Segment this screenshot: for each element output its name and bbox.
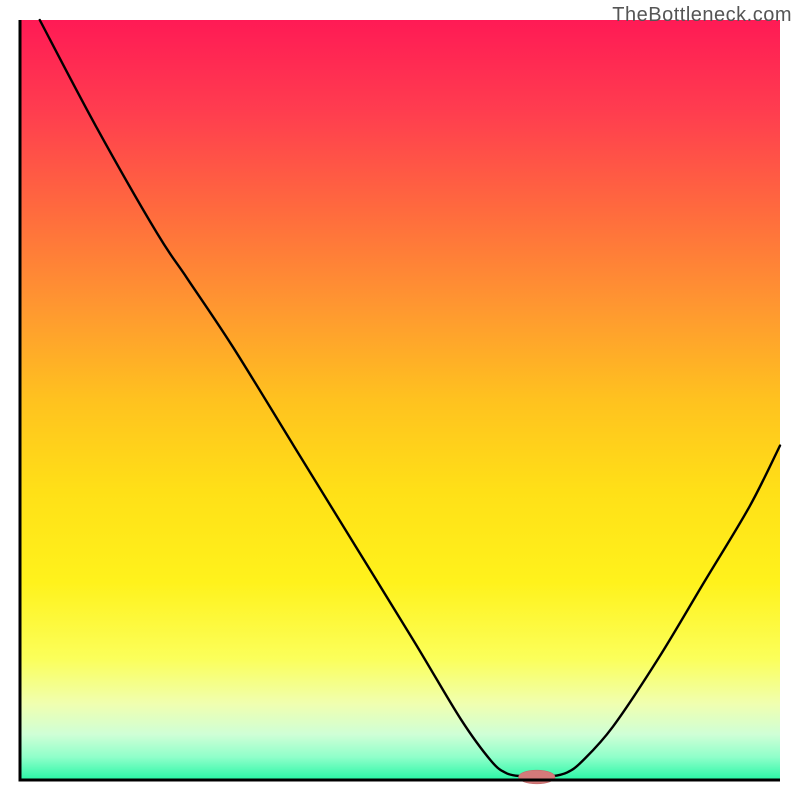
- optimal-point-marker: [519, 770, 555, 784]
- plot-background: [20, 20, 780, 780]
- bottleneck-curve-chart: [0, 0, 800, 800]
- chart-container: TheBottleneck.com: [0, 0, 800, 800]
